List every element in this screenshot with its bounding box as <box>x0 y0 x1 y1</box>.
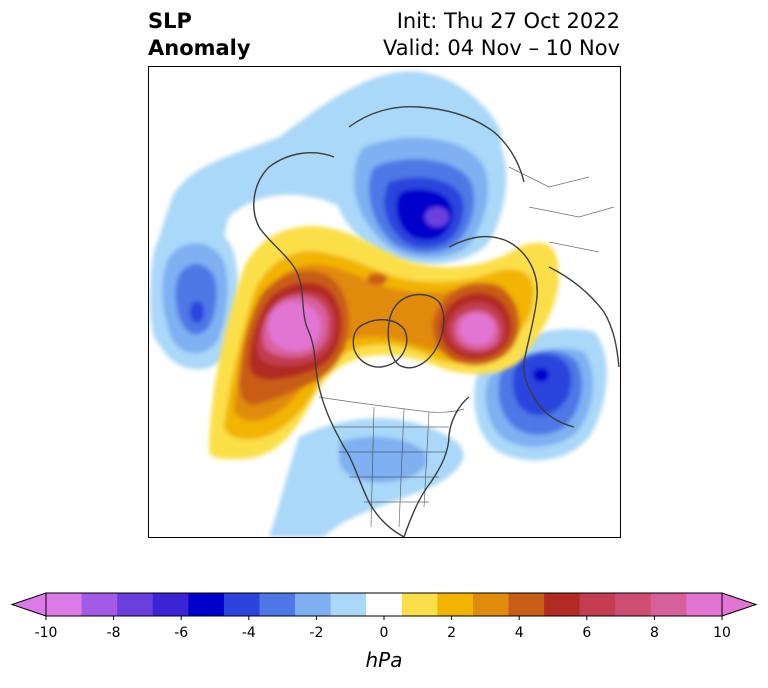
hudson-bay <box>352 319 408 368</box>
colorbar-tick-label: 10 <box>713 625 731 641</box>
colorbar-cell <box>46 593 83 616</box>
colorbar-cell <box>330 593 367 616</box>
colorbar-cell <box>295 593 332 616</box>
alaska-coast <box>253 152 335 228</box>
greenland <box>387 293 445 369</box>
scandi-high-core <box>459 313 495 345</box>
colorbar-tick-label: -8 <box>107 625 121 641</box>
colorbar-cell <box>686 593 723 616</box>
title-variable: SLP <box>148 9 192 33</box>
country-borders <box>318 166 615 528</box>
title-right: Init: Thu 27 Oct 2022 Valid: 04 Nov – 10… <box>383 8 620 62</box>
russia-borders <box>508 166 615 253</box>
colorbar-cell <box>437 593 474 616</box>
map-canvas <box>149 71 620 537</box>
colorbar-cell <box>508 593 545 616</box>
colorbar-cell <box>259 593 296 616</box>
colorbar-unit-label: hPa <box>366 648 403 672</box>
init-date-label: Init: Thu 27 Oct 2022 <box>396 9 620 33</box>
positive-anomaly-regions <box>209 226 559 460</box>
colorbar-canvas: -10 -8 -6 -4 -2 0 2 4 6 8 10 hPa <box>10 592 758 672</box>
north-america-east-coast <box>403 396 470 537</box>
arctic-low-center <box>425 207 449 227</box>
colorbar-tick-label: -2 <box>309 625 323 641</box>
colorbar-tick-label: 4 <box>515 625 524 641</box>
eurasia-coast <box>448 235 575 428</box>
colorbar-extend-high <box>721 592 758 617</box>
canada-high-core <box>268 301 322 352</box>
title-left: SLP Anomaly <box>148 8 251 62</box>
colorbar-cell <box>188 593 225 616</box>
colorbar-cell <box>615 593 652 616</box>
title-type: Anomaly <box>148 36 251 60</box>
colorbar-cell <box>117 593 154 616</box>
colorbar-tick-label: -4 <box>242 625 256 641</box>
colorbar-cell <box>366 593 403 616</box>
colorbar-cell <box>81 593 118 616</box>
us-low-light <box>339 436 427 483</box>
colorbar-tick-label: 6 <box>582 625 591 641</box>
colorbar-tick-label: -10 <box>35 625 58 641</box>
aleutian-low-core <box>190 301 204 323</box>
colorbar-tick-label: 2 <box>447 625 456 641</box>
colorbar: -10 -8 -6 -4 -2 0 2 4 6 8 10 hPa <box>0 586 768 684</box>
colorbar-cells <box>10 592 758 617</box>
atlantic-low-deep <box>512 353 572 416</box>
siberia-coast <box>348 105 525 183</box>
colorbar-tick-label: -6 <box>174 625 188 641</box>
colorbar-cell <box>544 593 581 616</box>
slp-anomaly-map <box>148 66 621 538</box>
colorbar-cell <box>472 593 510 616</box>
arctic-low-core <box>396 189 453 241</box>
colorbar-tick-label: 0 <box>380 625 389 641</box>
canada-us-border <box>318 396 465 413</box>
colorbar-tick-label: 8 <box>650 625 659 641</box>
colorbar-extend-low <box>10 592 47 617</box>
colorbar-cell <box>223 593 260 616</box>
atlantic-low-core <box>533 368 549 382</box>
colorbar-cell <box>579 593 616 616</box>
europe-coast <box>548 266 620 368</box>
colorbar-cell <box>401 593 438 616</box>
colorbar-cell <box>152 593 189 616</box>
valid-range-label: Valid: 04 Nov – 10 Nov <box>383 36 620 60</box>
colorbar-cell <box>650 593 687 616</box>
alaska-small-high <box>367 273 387 285</box>
aleutian-low-inner <box>175 263 217 335</box>
colorbar-ticks: -10 -8 -6 -4 -2 0 2 4 6 8 10 <box>35 616 731 641</box>
us-state-lines <box>334 406 449 528</box>
coastlines <box>253 105 620 537</box>
